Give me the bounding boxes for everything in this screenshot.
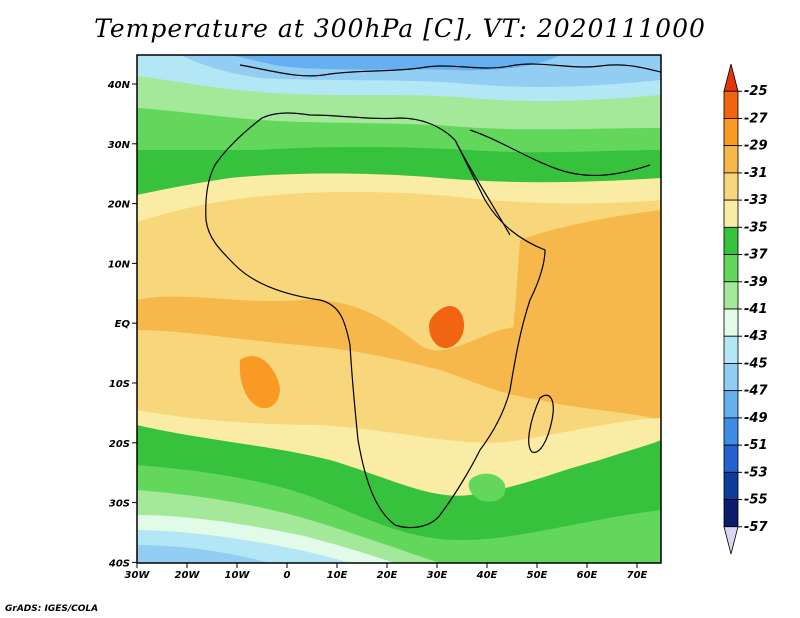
red-sea [454,139,511,236]
longitude-axis: 30W 20W 10W 0 10E 20E 30E 40E 50E 60E 70E [125,563,648,581]
lon-tick-label: 0 [284,570,291,581]
lat-tick-label: 10S [109,379,130,390]
temperature-field [137,55,661,563]
colorbar-swatch [723,335,739,364]
lon-tick-label: 40E [476,570,498,581]
lat-tick-label: 30N [108,140,131,151]
colorbar-label: -33 [744,193,768,208]
lon-tick-label: 10E [327,570,348,581]
lat-tick-label: 20S [109,439,130,450]
contour-warm-31-east [513,210,661,400]
colorbar-label: -57 [744,520,768,535]
lat-tick-label: 20N [108,200,131,211]
colorbar-swatch [723,254,739,283]
colorbar-top-arrow [723,63,739,92]
lon-tick-label: 10W [225,570,251,581]
colorbar-swatch [723,226,739,255]
lon-tick-label: 20E [377,570,398,581]
lat-tick-label: 30S [109,499,130,510]
colorbar-label: -43 [744,329,768,344]
colorbar-label: -45 [744,356,768,371]
colorbar-swatch [723,417,739,446]
lat-tick-label: 40S [108,558,130,569]
lat-tick-label: 40N [107,80,131,91]
colorbar-swatch [723,172,739,201]
colorbar-label: -29 [744,139,768,154]
colorbar-label: -41 [744,302,768,317]
colorbar-label: -55 [744,493,768,508]
lon-tick-label: 30W [125,570,151,581]
lon-tick-label: 70E [627,570,648,581]
contour-warm-27-lakes [429,305,465,349]
chart-title: Temperature at 300hPa [C], VT: 202011100… [94,14,706,43]
colorbar-label: -47 [744,384,768,399]
madagascar [528,394,554,453]
contour-band-north-47 [230,55,560,71]
lat-tick-label: 10N [108,259,131,270]
lon-tick-label: 20W [175,570,201,581]
colorbar: -25 -27 -29 -31 -33 -35 -37 -39 -41 -43 -45 -47 -49 -… [723,63,768,555]
colorbar-label: -35 [744,220,768,235]
lon-tick-label: 60E [577,570,598,581]
arabia-coast [469,129,651,177]
contour-warm-29-patch [239,356,280,409]
colorbar-label: -49 [744,411,768,426]
contour-green-island-south [468,473,506,502]
colorbar-swatch [723,281,739,310]
lon-tick-label: 30E [427,570,448,581]
colorbar-label: -39 [744,275,768,290]
latitude-axis: 40N 30N 20N 10N EQ 10S 20S 30S 40S [107,80,137,569]
colorbar-label: -53 [744,465,768,480]
lon-tick-label: 50E [527,570,548,581]
colorbar-swatch [723,118,739,147]
colorbar-label: -51 [744,438,768,453]
colorbar-swatch [723,199,739,228]
colorbar-swatch [723,499,739,528]
colorbar-swatch [723,444,739,473]
europe-coast [239,63,661,77]
colorbar-swatch [723,471,739,500]
lat-tick-label: EQ [115,319,131,330]
coastlines [205,63,661,529]
colorbar-label: -25 [744,84,768,99]
colorbar-swatch [723,308,739,337]
contour-band-south-47 [137,545,270,563]
colorbar-swatch [723,363,739,392]
colorbar-label: -31 [744,166,768,181]
colorbar-label: -27 [744,111,768,126]
colorbar-swatch [723,390,739,419]
grads-credit: GrADS: IGES/COLA [5,604,99,614]
plot-frame [136,54,662,564]
colorbar-swatch [723,90,739,119]
colorbar-bottom-arrow [723,526,739,555]
colorbar-swatch [723,145,739,174]
africa-coastline [205,112,546,529]
colorbar-label: -37 [744,248,768,263]
